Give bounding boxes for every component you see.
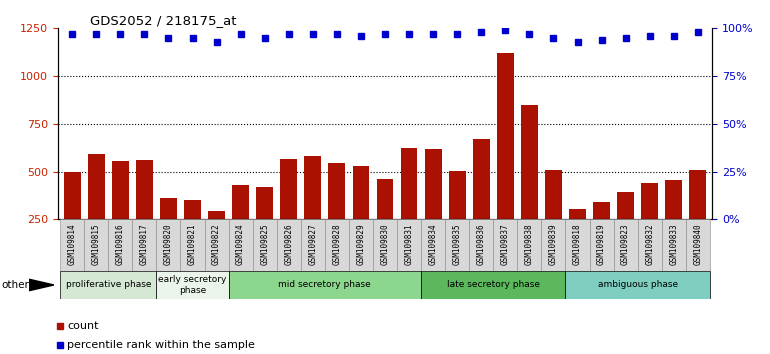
Bar [593,202,610,267]
Bar [665,180,682,267]
Bar [590,219,614,271]
Bar [614,219,638,271]
Text: late secretory phase: late secretory phase [447,280,540,290]
Bar [208,211,225,267]
Text: count: count [68,321,99,331]
Bar [638,219,661,271]
Bar [377,179,393,267]
Bar [353,166,370,267]
Bar [661,219,686,271]
Text: GSM109837: GSM109837 [500,224,510,265]
Bar [112,161,129,267]
Bar [329,163,345,267]
Text: early secretory
phase: early secretory phase [159,275,226,295]
Bar [397,219,421,271]
Text: GSM109825: GSM109825 [260,224,269,265]
Bar [184,200,201,267]
Text: proliferative phase: proliferative phase [65,280,151,290]
Text: GSM109820: GSM109820 [164,224,173,265]
Text: GSM109814: GSM109814 [68,224,77,265]
Bar [205,219,229,271]
Text: GSM109821: GSM109821 [188,224,197,265]
Bar [421,219,445,271]
Bar [233,185,249,267]
Bar [64,172,81,267]
Bar [156,219,180,271]
Bar [229,219,253,271]
Bar [445,219,469,271]
Text: GSM109815: GSM109815 [92,224,101,265]
Text: GSM109840: GSM109840 [693,224,702,265]
Bar [469,219,494,271]
Text: GDS2052 / 218175_at: GDS2052 / 218175_at [91,14,237,27]
Bar [136,160,152,267]
Bar [494,219,517,271]
Text: GSM109838: GSM109838 [525,224,534,265]
Bar [545,170,562,267]
Bar [689,170,706,267]
Bar [497,53,514,267]
Text: percentile rank within the sample: percentile rank within the sample [68,340,255,350]
Bar [349,219,373,271]
Bar [60,219,84,271]
Bar [373,219,397,271]
Bar [84,219,109,271]
Text: GSM109827: GSM109827 [308,224,317,265]
Text: GSM109834: GSM109834 [429,224,437,265]
Bar [565,219,590,271]
Bar [425,149,441,267]
Bar [301,219,325,271]
Text: GSM109832: GSM109832 [645,224,654,265]
Bar [569,209,586,267]
Bar [541,219,565,271]
Text: GSM109824: GSM109824 [236,224,245,265]
Text: GSM109839: GSM109839 [549,224,558,265]
Bar [686,219,710,271]
Text: GSM109822: GSM109822 [212,224,221,265]
Text: GSM109818: GSM109818 [573,224,582,265]
Bar [160,199,177,267]
Bar [280,159,297,267]
Bar [517,219,541,271]
Text: GSM109819: GSM109819 [597,224,606,265]
Bar [473,139,490,267]
Text: GSM109816: GSM109816 [116,224,125,265]
Bar [109,219,132,271]
Bar [304,156,321,267]
Bar [521,105,537,267]
Bar [421,271,565,299]
Text: GSM109830: GSM109830 [380,224,390,265]
Polygon shape [29,279,54,291]
Bar [325,219,349,271]
Bar [60,271,156,299]
Bar [156,271,229,299]
Text: GSM109831: GSM109831 [404,224,413,265]
Bar [229,271,421,299]
Bar [618,192,634,267]
Text: GSM109836: GSM109836 [477,224,486,265]
Bar [88,154,105,267]
Text: GSM109833: GSM109833 [669,224,678,265]
Text: GSM109835: GSM109835 [453,224,462,265]
Bar [253,219,276,271]
Text: GSM109829: GSM109829 [357,224,366,265]
Bar [400,148,417,267]
Text: GSM109826: GSM109826 [284,224,293,265]
Text: GSM109817: GSM109817 [140,224,149,265]
Bar [256,187,273,267]
Text: GSM109828: GSM109828 [333,224,341,265]
Text: GSM109823: GSM109823 [621,224,630,265]
Bar [276,219,301,271]
Bar [449,171,466,267]
Text: ambiguous phase: ambiguous phase [598,280,678,290]
Text: other: other [2,280,29,290]
Bar [180,219,205,271]
Bar [132,219,156,271]
Bar [565,271,710,299]
Bar [641,183,658,267]
Text: mid secretory phase: mid secretory phase [279,280,371,290]
